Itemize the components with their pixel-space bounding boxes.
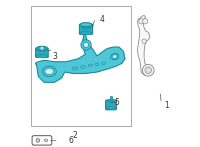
Ellipse shape [109,100,113,102]
Ellipse shape [107,107,115,109]
Circle shape [142,64,154,76]
FancyBboxPatch shape [32,136,52,145]
Text: 4: 4 [99,15,104,24]
Text: 2: 2 [73,131,77,141]
Text: 5: 5 [114,98,119,107]
Circle shape [139,19,144,24]
Text: 1: 1 [164,101,169,110]
Circle shape [45,139,48,142]
Ellipse shape [36,55,48,58]
Ellipse shape [38,47,46,50]
FancyBboxPatch shape [106,100,116,110]
Circle shape [145,67,151,74]
Ellipse shape [112,55,117,59]
Circle shape [142,39,146,43]
Circle shape [143,19,148,24]
Polygon shape [35,34,125,82]
Ellipse shape [80,23,92,27]
FancyBboxPatch shape [36,48,48,57]
Ellipse shape [107,99,115,102]
Ellipse shape [111,54,119,60]
Ellipse shape [80,32,92,35]
FancyBboxPatch shape [79,24,93,34]
Text: 3: 3 [52,52,57,61]
Bar [31,6,131,126]
Ellipse shape [36,46,48,51]
Circle shape [83,42,89,47]
Circle shape [81,40,91,50]
Circle shape [36,139,40,142]
Polygon shape [137,15,154,76]
Circle shape [40,46,44,50]
Bar [110,96,112,102]
Text: 6: 6 [68,136,73,145]
Ellipse shape [42,66,56,77]
Ellipse shape [45,68,54,75]
